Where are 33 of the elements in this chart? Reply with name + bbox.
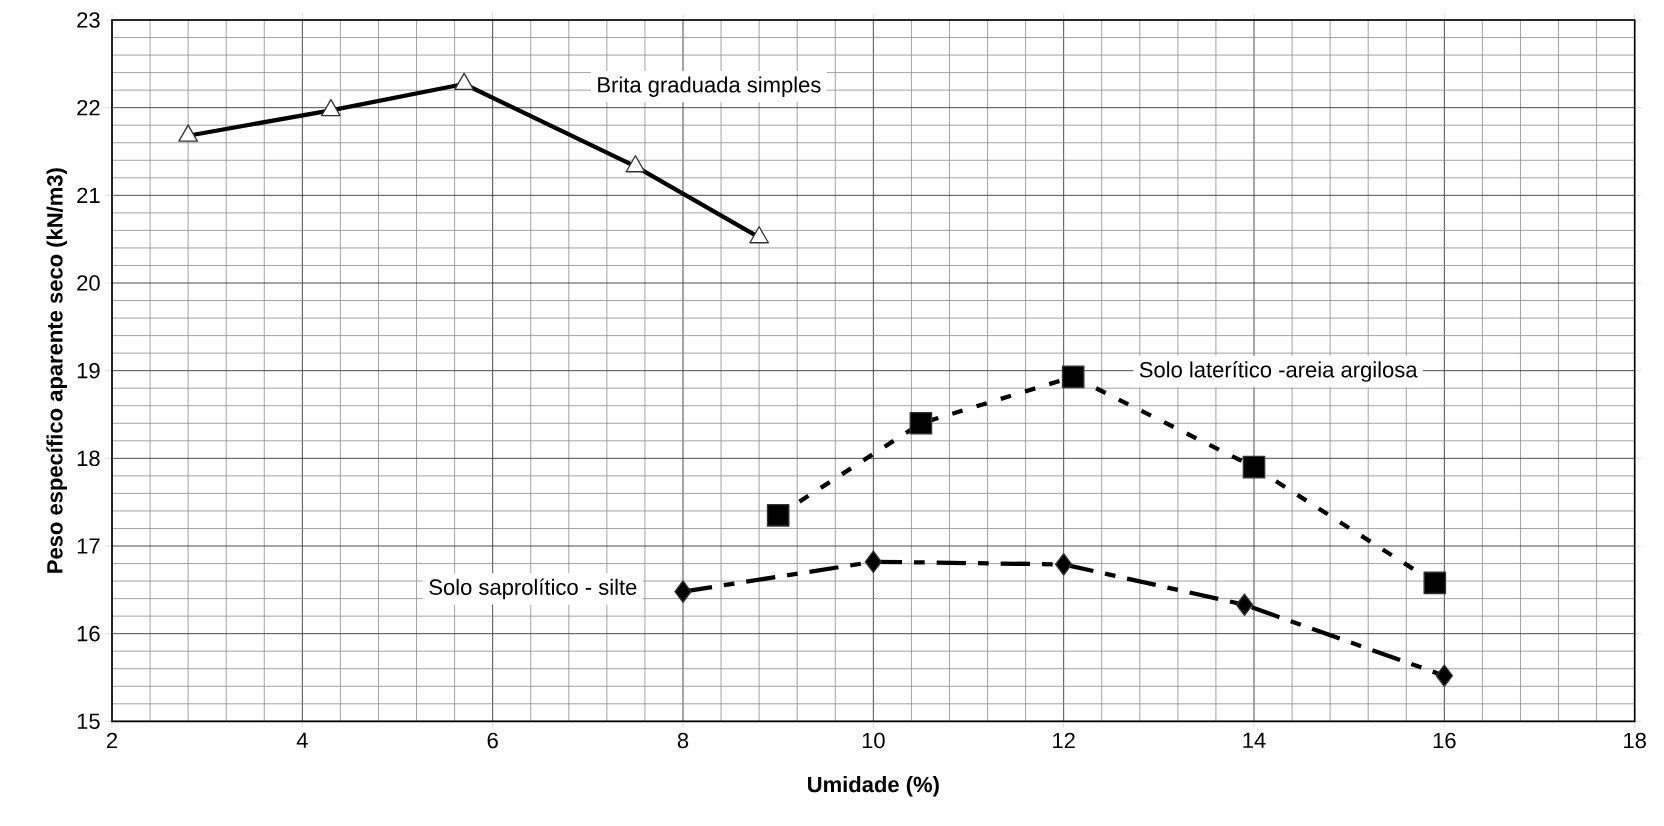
- series-label: Solo laterítico -areia argilosa: [1139, 361, 1418, 382]
- x-tick-label: 16: [1433, 732, 1456, 749]
- point: [766, 503, 790, 527]
- x-tick-label: 8: [677, 732, 689, 749]
- y-tick-label: 15: [77, 713, 100, 729]
- point: [1235, 593, 1254, 617]
- point: [674, 580, 692, 603]
- point: [909, 411, 933, 435]
- point: [1061, 365, 1085, 389]
- x-tick-label: 14: [1243, 732, 1266, 748]
- y-axis-title: Peso específico aparente seco (kN/m3): [46, 168, 67, 573]
- x-tick-label: 6: [487, 732, 498, 749]
- y-tick-label: 21: [77, 187, 100, 204]
- point: [864, 550, 883, 574]
- x-tick-label: 12: [1053, 732, 1075, 749]
- point: [1423, 571, 1447, 595]
- y-tick-label: 22: [77, 99, 100, 116]
- y-tick-label: 23: [77, 12, 100, 28]
- x-axis-title: Umidade (%): [808, 776, 939, 797]
- x-tick-label: 10: [862, 732, 885, 749]
- point: [1055, 553, 1073, 576]
- y-tick-label: 17: [77, 538, 100, 554]
- y-tick-label: 19: [77, 362, 100, 379]
- point: [1435, 664, 1454, 688]
- point: [1242, 455, 1266, 479]
- y-tick-label: 20: [77, 275, 100, 291]
- x-tick-label: 4: [296, 732, 308, 748]
- text: Brita graduada simples: [598, 76, 821, 97]
- x-tick-label: 2: [106, 732, 118, 749]
- y-tick-label: 16: [77, 625, 100, 642]
- y-tick-label: 18: [77, 450, 100, 467]
- x-tick-label: 18: [1624, 732, 1646, 749]
- series-label: Solo saprolítico - silte: [429, 578, 637, 600]
